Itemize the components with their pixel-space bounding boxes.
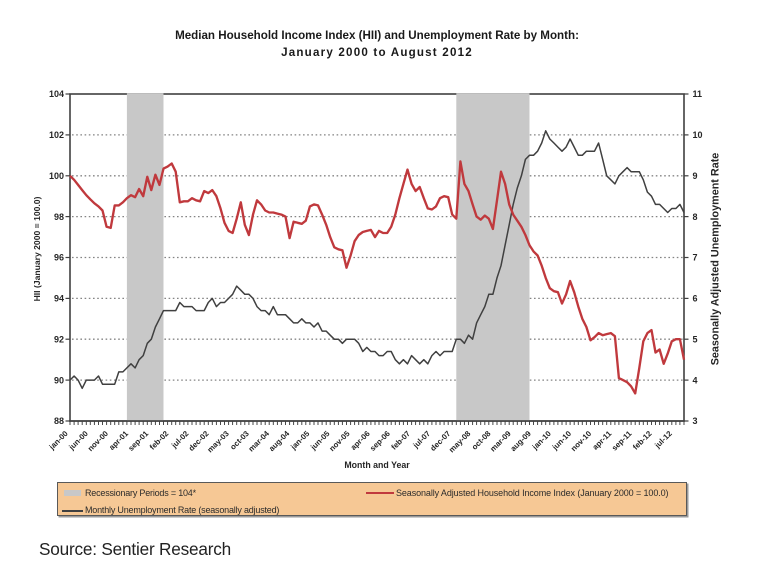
- svg-text:sep-01: sep-01: [126, 429, 150, 453]
- svg-text:Seasonally Adjusted Unemployme: Seasonally Adjusted Unemployment Rate: [710, 153, 722, 366]
- svg-text:may-08: may-08: [447, 429, 473, 455]
- svg-text:feb-12: feb-12: [631, 429, 654, 452]
- svg-text:jul-12: jul-12: [652, 429, 674, 451]
- svg-text:7: 7: [693, 253, 698, 263]
- svg-text:102: 102: [49, 130, 64, 140]
- svg-text:8: 8: [693, 212, 698, 222]
- svg-text:11: 11: [693, 89, 703, 99]
- svg-text:Month and Year: Month and Year: [344, 460, 410, 470]
- svg-text:aug-09: aug-09: [509, 429, 534, 454]
- svg-text:10: 10: [693, 130, 703, 140]
- svg-text:5: 5: [693, 334, 698, 344]
- svg-text:HII (January 2000 = 100.0): HII (January 2000 = 100.0): [32, 196, 42, 301]
- svg-text:sep-11: sep-11: [610, 429, 634, 453]
- svg-text:jan-00: jan-00: [47, 429, 70, 452]
- svg-text:94: 94: [54, 294, 64, 304]
- svg-text:feb-02: feb-02: [148, 429, 171, 452]
- svg-text:aug-04: aug-04: [267, 429, 292, 454]
- svg-text:3: 3: [693, 416, 698, 426]
- svg-text:nov-00: nov-00: [86, 429, 111, 454]
- svg-text:nov-10: nov-10: [569, 429, 594, 454]
- svg-text:92: 92: [54, 334, 64, 344]
- svg-text:sep-06: sep-06: [368, 429, 392, 453]
- svg-text:88: 88: [54, 416, 64, 426]
- svg-text:4: 4: [693, 375, 698, 385]
- svg-text:jan-10: jan-10: [530, 429, 553, 452]
- svg-text:mar-04: mar-04: [247, 429, 272, 454]
- svg-text:may-03: may-03: [205, 429, 231, 455]
- svg-text:jan-05: jan-05: [288, 429, 311, 452]
- svg-text:6: 6: [693, 294, 698, 304]
- svg-text:9: 9: [693, 171, 698, 181]
- svg-text:98: 98: [54, 212, 64, 222]
- svg-text:mar-09: mar-09: [488, 429, 513, 454]
- svg-text:90: 90: [54, 375, 64, 385]
- svg-text:96: 96: [54, 253, 64, 263]
- svg-text:100: 100: [49, 171, 64, 181]
- svg-text:104: 104: [49, 89, 64, 99]
- svg-text:feb-07: feb-07: [389, 429, 412, 452]
- svg-text:apr-11: apr-11: [591, 429, 614, 452]
- svg-text:nov-05: nov-05: [327, 429, 352, 454]
